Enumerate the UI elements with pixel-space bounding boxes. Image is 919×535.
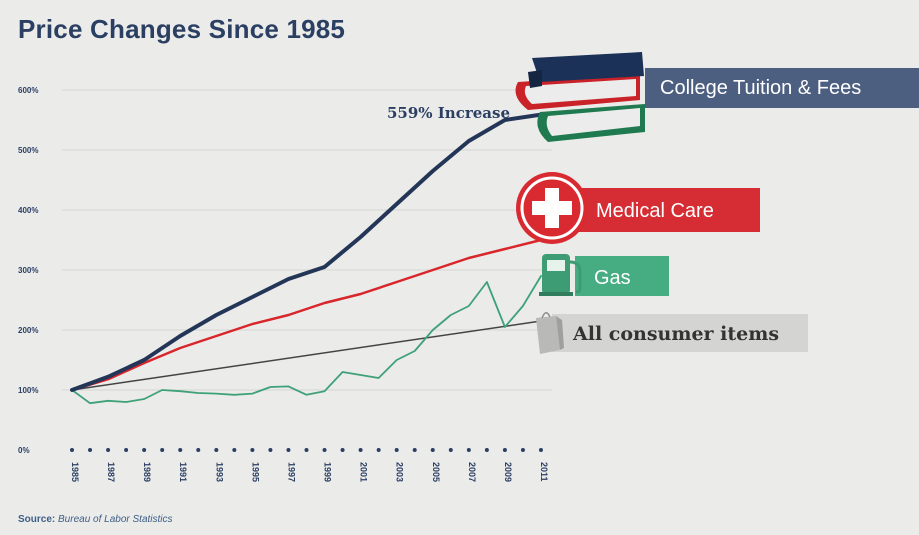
x-tick-label: 2007 xyxy=(467,462,477,482)
x-tick-label: 2003 xyxy=(395,462,405,482)
x-axis-dot xyxy=(484,448,489,452)
x-axis-dot xyxy=(394,448,399,452)
x-axis-dot xyxy=(376,448,381,452)
x-tick-label: 2001 xyxy=(359,462,369,482)
chart-title: Price Changes Since 1985 xyxy=(18,14,346,44)
x-axis-dot xyxy=(466,448,471,452)
x-tick-label: 2011 xyxy=(539,462,549,482)
source-note: Source: Bureau of Labor Statistics xyxy=(18,514,173,525)
source-label: Source: xyxy=(18,514,56,525)
series-lines xyxy=(70,112,543,405)
x-tick-label: 2009 xyxy=(503,462,513,482)
x-axis-dot xyxy=(286,448,291,452)
x-axis-dot xyxy=(124,448,129,452)
x-axis-dot xyxy=(232,448,237,452)
x-tick-label: 1997 xyxy=(286,462,296,482)
x-tick-label: 1993 xyxy=(214,462,224,482)
y-tick-label: 400% xyxy=(18,206,38,215)
x-axis-dot xyxy=(196,448,201,452)
x-tick-label: 1985 xyxy=(70,462,80,482)
x-axis-dot xyxy=(268,448,273,452)
increase-annotation: 559% Increase xyxy=(387,104,510,122)
x-axis-dot xyxy=(160,448,165,452)
x-axis-dot xyxy=(520,448,525,452)
consumer-items-line xyxy=(71,320,542,391)
x-axis-dot xyxy=(70,448,74,452)
medical-care-line xyxy=(70,238,543,392)
legend-medical-label: Medical Care xyxy=(596,200,714,222)
gas-line xyxy=(71,275,542,405)
x-axis-dot xyxy=(322,448,327,452)
x-axis-dot xyxy=(250,448,255,452)
x-axis-dot xyxy=(304,448,309,452)
legend-consumer: All consumer items xyxy=(552,314,808,352)
legend-college: College Tuition & Fees xyxy=(645,68,919,108)
x-tick-label: 1989 xyxy=(142,462,152,482)
y-tick-label: 500% xyxy=(18,146,38,155)
legend-consumer-label: All consumer items xyxy=(572,323,779,345)
x-axis-dot xyxy=(502,448,507,452)
legend-gas-bg xyxy=(575,256,669,296)
x-axis-dot xyxy=(214,448,219,452)
legend-medical-bg xyxy=(570,188,760,232)
x-tick-label: 1995 xyxy=(250,462,260,482)
x-axis-dot xyxy=(412,448,417,452)
y-tick-label: 100% xyxy=(18,386,38,395)
y-tick-label: 0% xyxy=(18,446,30,455)
books-icon xyxy=(515,52,645,142)
x-axis-dot xyxy=(448,448,453,452)
legend-consumer-bg xyxy=(552,314,808,352)
medical-cross-icon xyxy=(516,172,588,244)
x-axis-dot xyxy=(340,448,345,452)
legend-medical: Medical Care xyxy=(570,188,760,232)
gas-pump-icon xyxy=(539,254,582,296)
college-tuition-line xyxy=(70,112,543,392)
x-axis-dot xyxy=(178,448,183,452)
source-text: Bureau of Labor Statistics xyxy=(58,514,173,525)
x-axis-dot xyxy=(538,448,543,452)
y-tick-label: 300% xyxy=(18,266,38,275)
legend-gas: Gas xyxy=(575,256,669,296)
legend-college-bg xyxy=(645,68,919,108)
x-axis-dot xyxy=(106,448,111,452)
shopping-bag-icon xyxy=(536,312,564,354)
x-tick-label: 1999 xyxy=(323,462,333,482)
y-axis-ticks: 0% 100% 200% 300% 400% 500% 600% xyxy=(18,86,38,455)
x-tick-label: 1991 xyxy=(178,462,188,482)
x-axis-dot xyxy=(358,448,363,452)
y-tick-label: 200% xyxy=(18,326,38,335)
x-tick-label: 1987 xyxy=(106,462,116,482)
x-tick-label: 2005 xyxy=(431,462,441,482)
gridlines xyxy=(62,89,552,391)
y-tick-label: 600% xyxy=(18,86,38,95)
x-axis-dot xyxy=(142,448,147,452)
x-axis-dot xyxy=(88,448,93,452)
legend-gas-label: Gas xyxy=(594,267,631,289)
legend-college-label: College Tuition & Fees xyxy=(660,77,861,99)
x-axis-dot xyxy=(430,448,435,452)
x-axis: 1985 1987 1989 1991 1993 1995 1997 1999 2001 2003… xyxy=(70,448,549,482)
